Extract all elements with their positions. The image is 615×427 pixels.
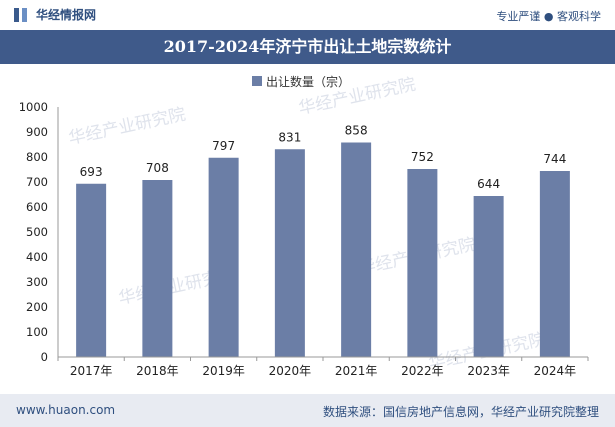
y-tick-label: 1000: [19, 100, 48, 114]
bar: [539, 171, 570, 357]
data-label: 708: [146, 161, 169, 175]
bar: [473, 196, 504, 357]
footer-bar: www.huaon.com 数据来源：国信房地产信息网，华经产业研究院整理: [0, 394, 615, 427]
x-tick-label: 2023年: [467, 364, 510, 378]
data-label: 644: [477, 177, 500, 191]
bar: [142, 180, 173, 357]
x-tick-label: 2022年: [401, 364, 444, 378]
x-tick-label: 2017年: [70, 364, 113, 378]
y-tick-label: 100: [26, 325, 48, 339]
y-tick-label: 600: [26, 200, 48, 214]
brand-name: 华经情报网: [36, 8, 97, 22]
bar: [274, 149, 305, 357]
x-tick-label: 2018年: [136, 364, 179, 378]
data-source: 数据来源：国信房地产信息网，华经产业研究院整理: [322, 405, 599, 419]
bar: [407, 169, 438, 357]
bar-chart: 华经产业研究院华经产业研究院华经产业研究院华经产业研究院华经产业研究院 出让数量…: [19, 74, 589, 378]
x-tick-label: 2019年: [202, 364, 245, 378]
y-tick-label: 500: [26, 225, 48, 239]
y-tick-label: 700: [26, 175, 48, 189]
data-label: 744: [543, 152, 566, 166]
chart-title: 2017-2024年济宁市出让土地宗数统计: [0, 30, 615, 64]
watermark-text: 华经产业研究院: [67, 105, 188, 149]
bar: [341, 142, 372, 357]
legend-swatch: [252, 76, 262, 86]
y-tick-label: 200: [26, 300, 48, 314]
y-tick-label: 0: [41, 350, 48, 364]
data-label: 752: [411, 150, 434, 164]
data-label: 797: [212, 139, 235, 153]
y-tick-label: 400: [26, 250, 48, 264]
x-tick-label: 2021年: [335, 364, 378, 378]
y-tick-label: 300: [26, 275, 48, 289]
legend-label: 出让数量（宗）: [266, 74, 350, 89]
tagline: 专业严谨 ● 客观科学: [496, 10, 601, 23]
bar: [208, 157, 239, 357]
y-tick-label: 800: [26, 150, 48, 164]
data-label: 858: [345, 124, 368, 138]
website-link[interactable]: www.huaon.com: [16, 403, 116, 417]
x-tick-label: 2020年: [269, 364, 312, 378]
data-label: 693: [80, 165, 103, 179]
top-bar: 华经情报网 专业严谨 ● 客观科学: [0, 0, 615, 30]
bar: [76, 183, 107, 357]
brand-logo-icon: [14, 7, 30, 22]
y-tick-label: 900: [26, 125, 48, 139]
brand-logo[interactable]: 华经情报网: [14, 6, 96, 23]
x-tick-label: 2024年: [534, 364, 577, 378]
data-label: 831: [278, 130, 301, 144]
